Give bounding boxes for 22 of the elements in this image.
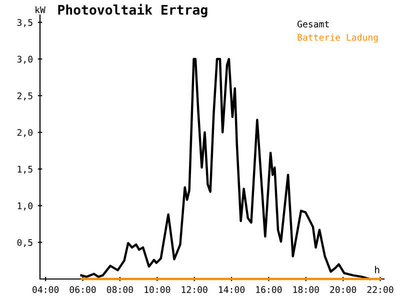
x-tick-label: 08:00	[106, 286, 133, 293]
x-tick-label: 12:00	[182, 286, 208, 293]
x-tick-label: 04:00	[32, 286, 59, 293]
y-tick-label: 1,0	[18, 202, 32, 210]
x-tick-label: 16:00	[256, 286, 282, 293]
x-axis-title: h	[375, 266, 380, 274]
y-tick-label: 2,5	[17, 92, 32, 100]
text: Batterie Ladung	[298, 34, 378, 43]
x-tick-label: 22:00	[367, 286, 394, 293]
y-tick-label: 1,5	[18, 166, 32, 174]
chart-title: Photovoltaik Ertrag	[58, 4, 208, 18]
x-tick-label: 06:00	[70, 286, 96, 293]
y-axis-title: kW	[36, 6, 46, 14]
y-tick-label: 0,5	[17, 239, 32, 248]
y-tick-label: 3,5	[17, 19, 32, 28]
y-tick-label: 2,0	[17, 129, 32, 138]
x-tick-label: 18:00	[293, 286, 319, 293]
x-tick-label: 20:00	[330, 286, 356, 293]
text: Gesamt	[298, 20, 329, 28]
x-tick-label: 14:00	[219, 286, 245, 293]
x-tick-label: 10:00	[144, 286, 170, 293]
y-tick-label: 3,0	[17, 56, 32, 64]
